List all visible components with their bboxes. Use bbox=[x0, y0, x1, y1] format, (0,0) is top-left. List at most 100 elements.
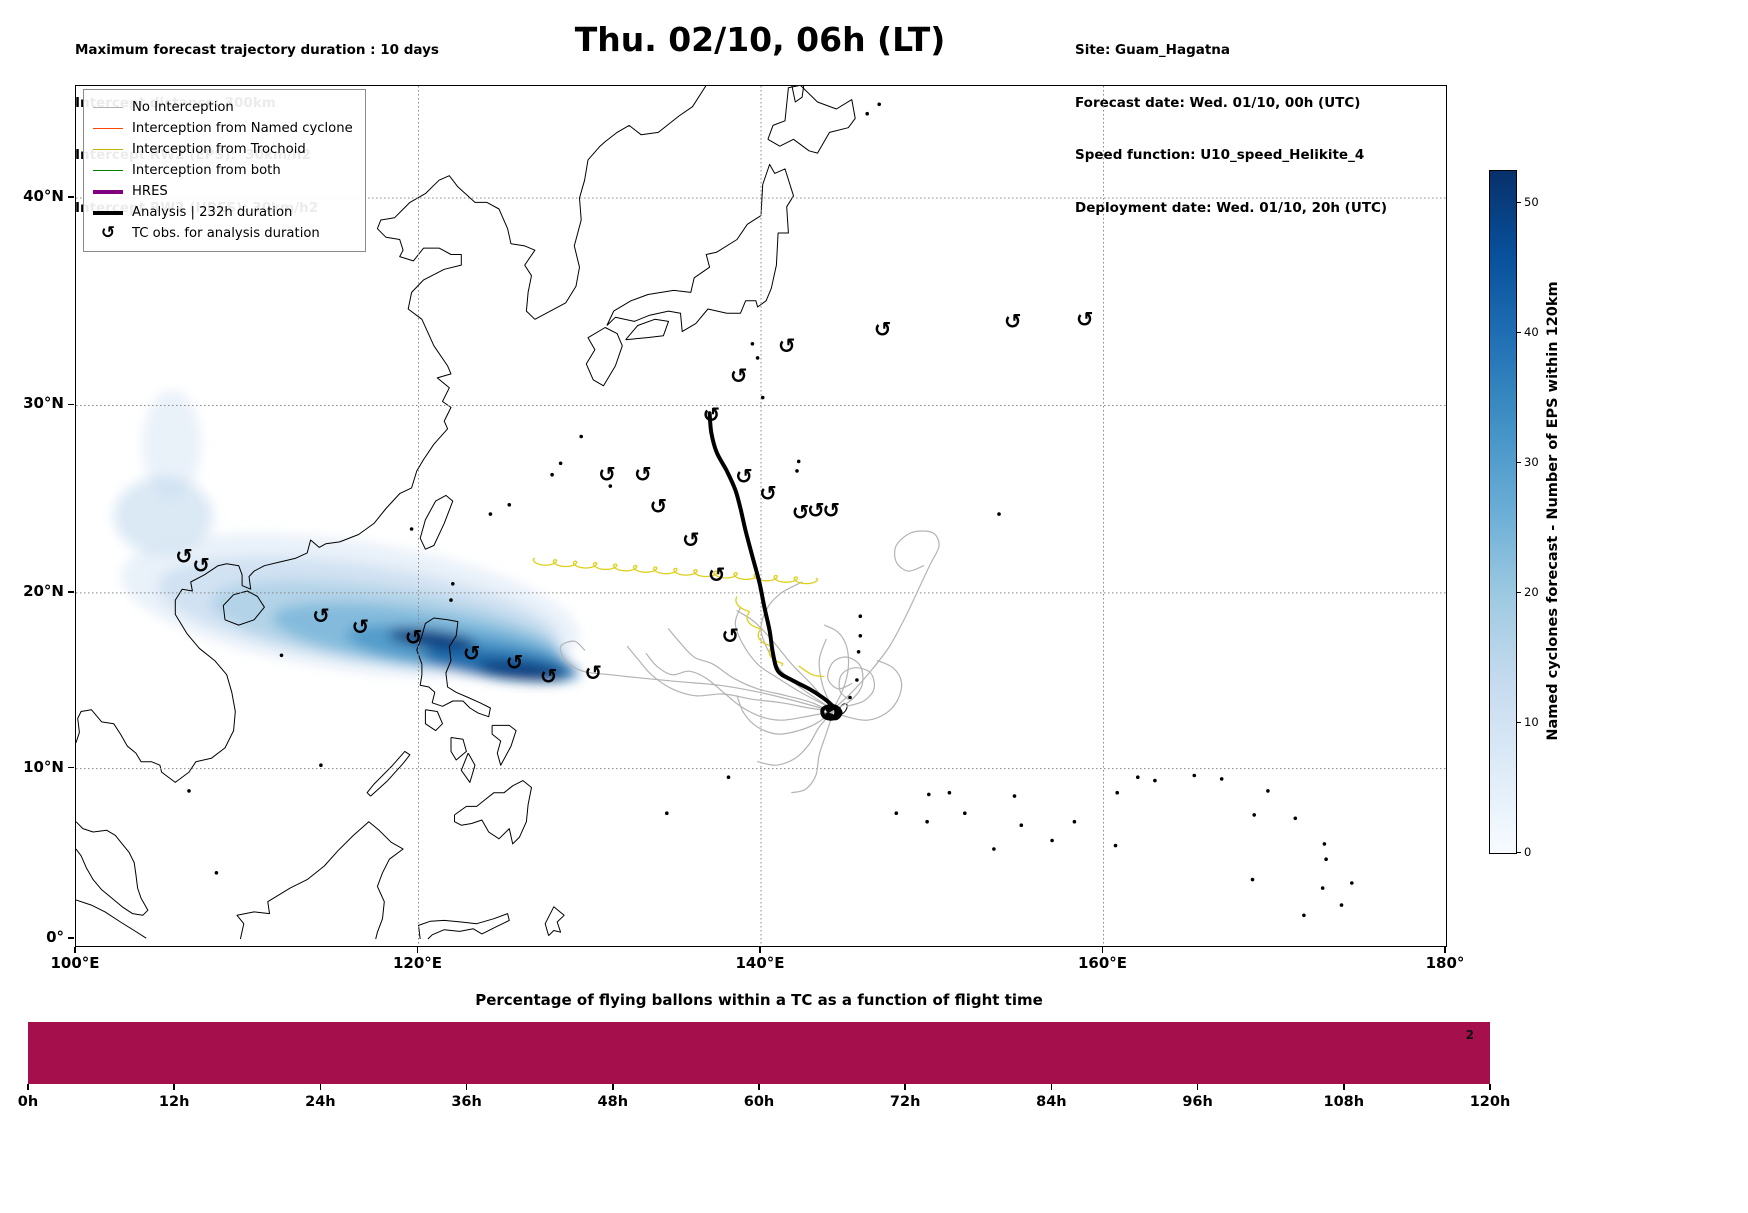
y-tick-label: 10°N bbox=[23, 757, 64, 776]
colorbar bbox=[1489, 170, 1517, 854]
island-dot bbox=[858, 634, 863, 638]
island-dot bbox=[1115, 790, 1119, 795]
island-dot bbox=[558, 461, 563, 466]
bottom-tick-label: 84h bbox=[1036, 1094, 1067, 1110]
legend-line-swatch bbox=[93, 170, 123, 171]
island-dot bbox=[1302, 913, 1306, 918]
coastline bbox=[625, 318, 669, 341]
legend-item-1: Interception from Named cyclone bbox=[93, 118, 353, 139]
island-dot bbox=[865, 111, 869, 116]
legend-item-3: Interception from both bbox=[93, 160, 353, 181]
island-dot bbox=[608, 484, 613, 488]
colorbar-tick-mark bbox=[1516, 201, 1521, 203]
island-dot bbox=[1320, 886, 1325, 890]
legend-item-5: Analysis | 232h duration bbox=[93, 202, 353, 223]
bottom-tick-mark bbox=[319, 1084, 322, 1090]
tc-obs-symbol: ↺ bbox=[649, 495, 667, 519]
island-dot bbox=[947, 790, 952, 795]
y-tick-mark bbox=[67, 766, 74, 769]
coastline bbox=[544, 906, 565, 936]
coastline bbox=[76, 86, 707, 783]
x-tick-mark bbox=[1101, 946, 1104, 953]
legend-item-label: Interception from Named cyclone bbox=[132, 121, 353, 136]
coastline bbox=[791, 86, 805, 103]
param-line-1: Maximum forecast trajectory duration : 1… bbox=[75, 42, 439, 58]
tc-obs-symbol: ↺ bbox=[540, 665, 558, 689]
bottom-tick-mark bbox=[612, 1084, 614, 1090]
island-dot bbox=[449, 598, 453, 602]
island-dot bbox=[855, 678, 859, 682]
island-dot bbox=[1136, 775, 1140, 779]
island-dot bbox=[1113, 843, 1118, 848]
island-dot bbox=[894, 811, 899, 815]
no-interception-track bbox=[838, 667, 876, 707]
legend-item-label: No Interception bbox=[132, 100, 234, 115]
coastline bbox=[460, 752, 476, 783]
island-dot bbox=[1250, 877, 1255, 882]
x-tick-label: 140°E bbox=[735, 954, 785, 972]
bottom-tick-label: 36h bbox=[451, 1094, 482, 1110]
colorbar-tick-label: 10 bbox=[1524, 715, 1539, 730]
island-dot bbox=[279, 653, 284, 658]
island-dot bbox=[579, 434, 583, 439]
tc-obs-symbol: ↺ bbox=[598, 463, 616, 487]
island-dot bbox=[214, 871, 219, 875]
island-dot bbox=[1293, 816, 1298, 821]
y-tick-label: 40°N bbox=[23, 186, 64, 205]
colorbar-tick-label: 20 bbox=[1524, 585, 1539, 600]
x-tick-mark bbox=[74, 946, 76, 953]
figure-title: Thu. 02/10, 06h (LT) bbox=[574, 20, 946, 59]
bottom-tick-label: 96h bbox=[1182, 1094, 1213, 1110]
legend-item-2: Interception from Trochoid bbox=[93, 139, 353, 160]
colorbar-tick-mark bbox=[1516, 721, 1521, 723]
x-tick-label: 100°E bbox=[50, 954, 100, 972]
density-blob bbox=[477, 661, 566, 682]
tc-obs-symbol: ↺ bbox=[175, 545, 193, 569]
tc-obs-symbol: ↺ bbox=[351, 615, 369, 639]
legend-line-swatch bbox=[93, 149, 123, 150]
tc-obs-symbol: ↺ bbox=[682, 528, 700, 552]
island-dot bbox=[992, 847, 996, 851]
tc-obs-symbol: ↺ bbox=[1076, 307, 1094, 331]
legend-symbol-swatch: ↺ bbox=[100, 223, 116, 243]
density-blob bbox=[388, 628, 477, 651]
island-dot bbox=[925, 819, 929, 824]
island-dot bbox=[927, 792, 931, 797]
island-dot bbox=[1153, 778, 1157, 783]
tc-obs-symbol: ↺ bbox=[634, 463, 652, 487]
bottom-tick-label: 120h bbox=[1469, 1094, 1511, 1110]
y-tick-label: 30°N bbox=[23, 394, 64, 413]
coastline bbox=[418, 913, 510, 940]
run-info-block: Site: Guam_Hagatna Forecast date: Wed. 0… bbox=[1075, 7, 1387, 252]
bottom-tick-label: 0h bbox=[17, 1094, 39, 1110]
y-tick-mark bbox=[67, 937, 74, 939]
no-interception-track bbox=[834, 530, 940, 709]
bottom-tick-mark bbox=[27, 1084, 29, 1090]
no-interception-track bbox=[559, 640, 834, 713]
bottom-tick-mark bbox=[465, 1084, 468, 1090]
tc-obs-symbol: ↺ bbox=[192, 554, 210, 578]
legend-item-label: Interception from Trochoid bbox=[132, 142, 306, 157]
island-dot bbox=[877, 102, 881, 107]
legend-line-swatch bbox=[93, 107, 123, 108]
bottom-tick-mark bbox=[1343, 1084, 1345, 1090]
trochoid-tracks-layer bbox=[532, 557, 825, 678]
coastline bbox=[416, 617, 491, 718]
colorbar-tick-mark bbox=[1516, 851, 1521, 853]
coastline bbox=[236, 821, 404, 940]
coastline bbox=[491, 724, 517, 766]
bottom-tick-label: 72h bbox=[889, 1094, 921, 1110]
map-legend: No Interception Interception from Named c… bbox=[83, 89, 366, 252]
island-dot bbox=[488, 512, 493, 516]
island-dot bbox=[858, 614, 863, 618]
tc-obs-symbol: ↺ bbox=[584, 661, 602, 685]
island-dot bbox=[856, 650, 861, 654]
island-dot bbox=[726, 775, 731, 779]
no-interception-track bbox=[760, 581, 834, 711]
balloon-bar: 2 bbox=[28, 1022, 1490, 1084]
coastline bbox=[424, 709, 443, 732]
tc-obs-symbol: ↺ bbox=[312, 604, 330, 628]
eps-density-layer bbox=[113, 390, 580, 682]
x-tick-label: 180° bbox=[1425, 954, 1465, 972]
tc-obs-symbol: ↺ bbox=[778, 334, 796, 358]
